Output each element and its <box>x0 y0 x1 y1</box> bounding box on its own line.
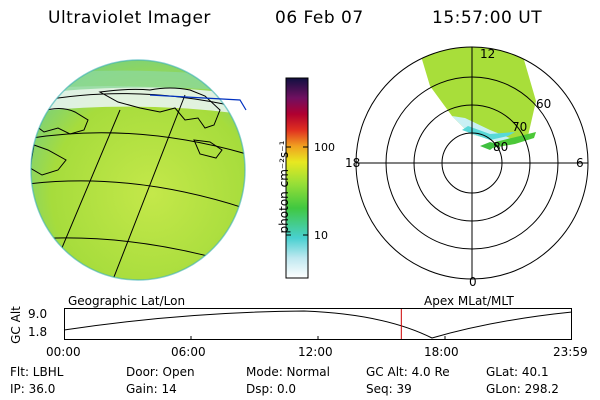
status-dsp: Dsp: 0.0 <box>246 382 297 396</box>
status-seq: Seq: 39 <box>366 382 412 396</box>
geographic-globe-image <box>30 59 247 281</box>
polar-hour-0: 0 <box>469 275 477 289</box>
colorbar-unit-label: photon cm⁻²s⁻¹ <box>277 140 291 234</box>
polar-lat-60: 60 <box>536 97 552 111</box>
altitude-xtick-2359: 23:59 <box>553 345 588 359</box>
polar-lat-70: 70 <box>512 120 528 134</box>
status-mode: Mode: Normal <box>246 365 330 379</box>
status-flt: Flt: LBHL <box>10 365 64 379</box>
altitude-ytick-low: 1.8 <box>28 325 48 339</box>
status-door: Door: Open <box>126 365 195 379</box>
polar-mlt-plot <box>355 46 589 280</box>
time-label: 15:57:00 UT <box>432 8 543 28</box>
status-ip: IP: 36.0 <box>10 382 56 396</box>
polar-lat-80: 80 <box>493 140 509 154</box>
intensity-colorbar <box>285 77 309 279</box>
altitude-ylabel: GC Alt <box>9 306 23 344</box>
colorbar-tick-10: 10 <box>314 229 328 242</box>
altitude-xtick-0600: 06:00 <box>171 345 206 359</box>
status-glon: GLon: 298.2 <box>486 382 559 396</box>
app-title: Ultraviolet Imager <box>48 8 211 28</box>
apex-panel-label: Apex MLat/MLT <box>424 294 514 308</box>
altitude-ytick-high: 9.0 <box>28 307 48 321</box>
status-gc-alt: GC Alt: 4.0 Re <box>366 365 450 379</box>
altitude-xtick-1200: 12:00 <box>298 345 333 359</box>
polar-hour-12: 12 <box>480 47 496 61</box>
altitude-xtick-1800: 18:00 <box>424 345 459 359</box>
geographic-panel-label: Geographic Lat/Lon <box>68 294 186 308</box>
date-label: 06 Feb 07 <box>275 8 364 28</box>
altitude-xtick-0000: 00:00 <box>46 345 81 359</box>
polar-hour-18: 18 <box>345 156 361 170</box>
status-glat: GLat: 40.1 <box>486 365 549 379</box>
altitude-plot <box>63 308 573 340</box>
colorbar-tick-100: 100 <box>314 141 335 154</box>
status-gain: Gain: 14 <box>126 382 177 396</box>
polar-hour-6: 6 <box>576 156 584 170</box>
